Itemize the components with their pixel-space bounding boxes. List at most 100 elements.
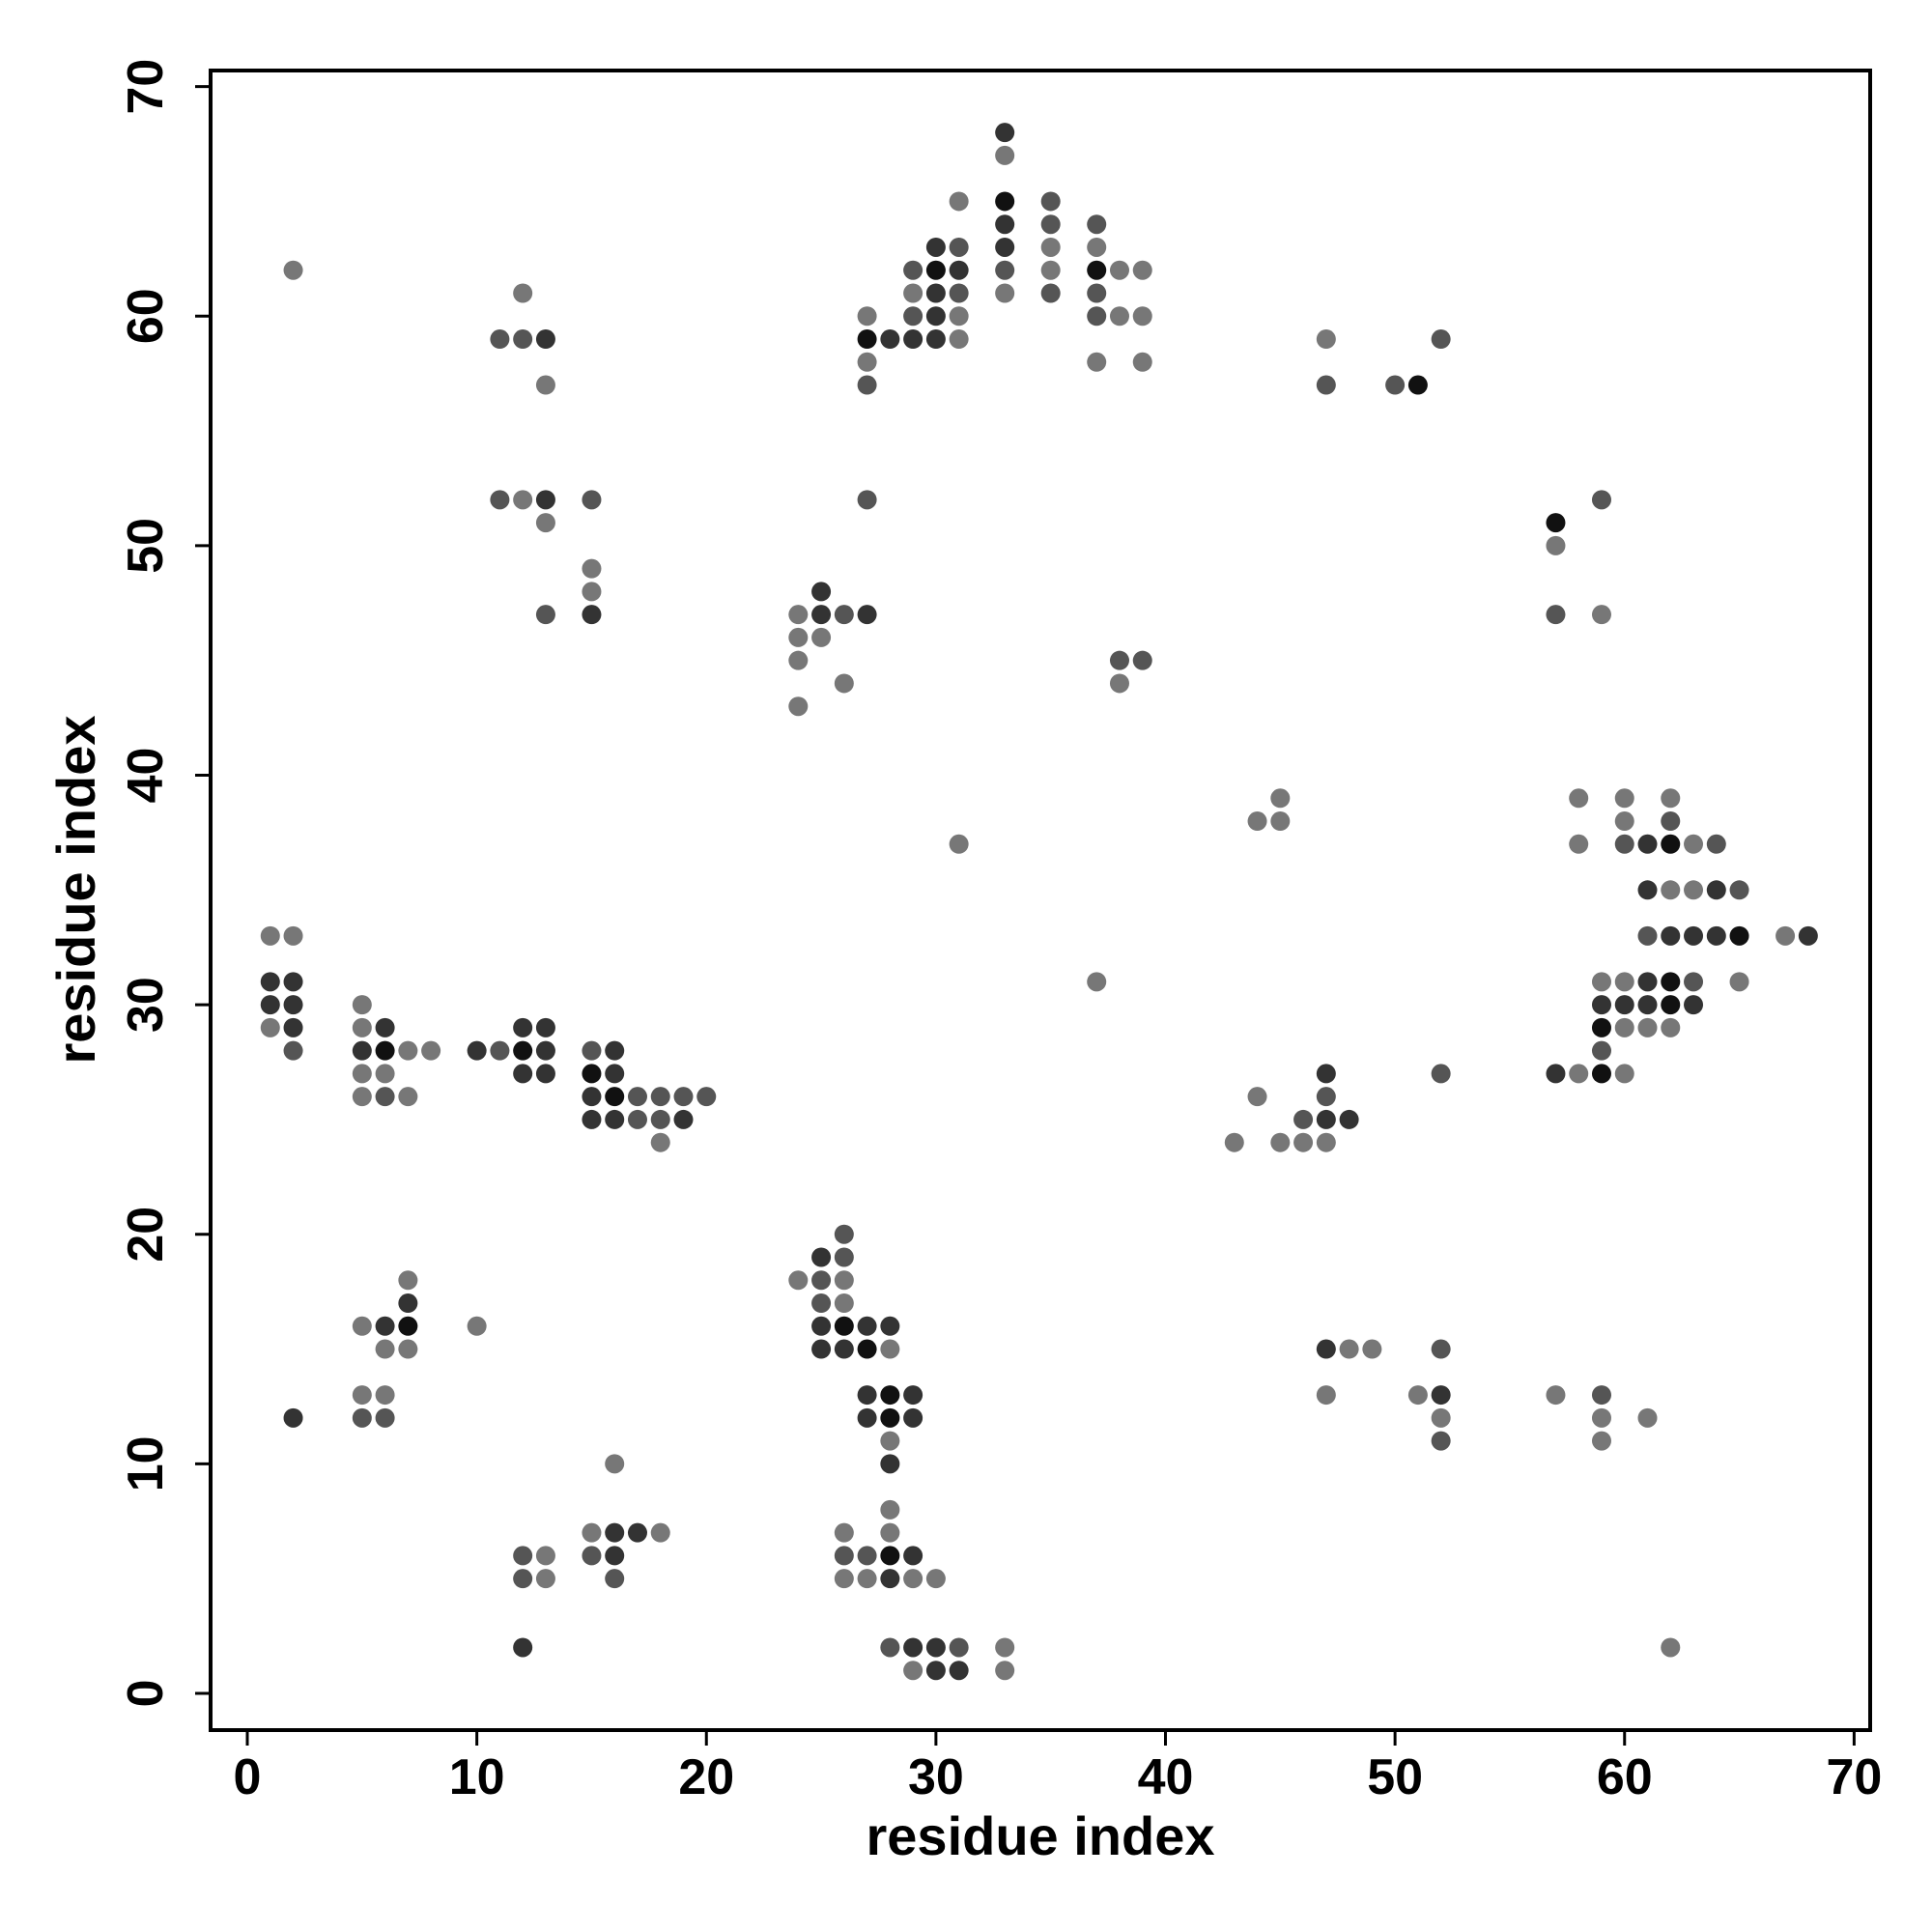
x-tick-label: 50 — [1367, 1749, 1423, 1805]
point — [513, 283, 533, 303]
point — [1132, 650, 1152, 670]
point — [1087, 972, 1107, 992]
point — [260, 925, 280, 946]
point — [582, 582, 602, 602]
point — [513, 1017, 533, 1037]
point — [903, 283, 923, 303]
point — [513, 329, 533, 350]
point — [903, 329, 923, 350]
point — [582, 1522, 602, 1543]
point — [283, 1017, 303, 1037]
point — [903, 1385, 923, 1406]
point — [1040, 260, 1061, 280]
point — [1316, 329, 1336, 350]
point — [857, 375, 877, 395]
point — [1109, 650, 1129, 670]
point — [903, 1569, 923, 1589]
point — [1591, 1431, 1611, 1451]
point — [880, 329, 900, 350]
point — [1316, 1064, 1336, 1084]
point — [1316, 375, 1336, 395]
point — [925, 283, 946, 303]
point — [949, 329, 969, 350]
point — [1362, 1339, 1382, 1359]
point — [949, 834, 969, 854]
point — [582, 605, 602, 625]
point — [1614, 1064, 1634, 1084]
point — [398, 1087, 418, 1107]
point — [467, 1316, 487, 1336]
point — [627, 1109, 647, 1129]
point — [1040, 237, 1061, 257]
point — [1591, 1040, 1611, 1061]
point — [1798, 925, 1818, 946]
point — [1040, 214, 1061, 235]
point — [857, 329, 877, 350]
point — [1591, 605, 1611, 625]
point — [1385, 375, 1406, 395]
point — [1661, 1017, 1681, 1037]
point — [1591, 1017, 1611, 1037]
point — [1132, 306, 1152, 327]
x-tick-label: 20 — [678, 1749, 734, 1805]
point — [535, 329, 555, 350]
point — [1546, 535, 1566, 555]
point — [1087, 260, 1107, 280]
point — [949, 283, 969, 303]
y-tick-label: 70 — [118, 59, 174, 115]
point — [582, 1064, 602, 1084]
point — [1637, 834, 1658, 854]
point — [880, 1316, 900, 1336]
point — [811, 1339, 832, 1359]
point — [490, 1040, 510, 1061]
y-tick-label: 30 — [118, 977, 174, 1033]
point — [605, 1040, 625, 1061]
point — [283, 1040, 303, 1061]
point — [949, 1661, 969, 1681]
point — [1339, 1339, 1359, 1359]
point — [995, 191, 1015, 212]
point — [1614, 995, 1634, 1015]
point — [1591, 1407, 1611, 1428]
point — [949, 1637, 969, 1658]
point — [1316, 1132, 1336, 1152]
point — [535, 1569, 555, 1589]
point — [811, 1316, 832, 1336]
point — [1637, 925, 1658, 946]
point — [857, 1569, 877, 1589]
point — [1293, 1132, 1314, 1152]
point — [352, 1017, 372, 1037]
point — [490, 490, 510, 510]
point — [513, 1064, 533, 1084]
point — [880, 1431, 900, 1451]
point — [880, 1385, 900, 1406]
point — [788, 605, 809, 625]
point — [1270, 811, 1291, 832]
point — [582, 1546, 602, 1566]
point — [1729, 925, 1749, 946]
point — [880, 1569, 900, 1589]
point — [1591, 995, 1611, 1015]
point — [1591, 1064, 1611, 1084]
point — [1316, 1087, 1336, 1107]
point — [949, 260, 969, 280]
point — [925, 260, 946, 280]
y-tick-label: 0 — [118, 1680, 174, 1708]
point — [375, 1064, 395, 1084]
point — [949, 191, 969, 212]
point — [811, 582, 832, 602]
point — [880, 1546, 900, 1566]
point — [1087, 283, 1107, 303]
point — [375, 1385, 395, 1406]
point — [857, 1316, 877, 1336]
x-tick-label: 40 — [1138, 1749, 1194, 1805]
point — [513, 1040, 533, 1061]
point — [513, 490, 533, 510]
point — [1591, 972, 1611, 992]
point — [834, 1316, 854, 1336]
point — [925, 1569, 946, 1589]
point — [1614, 972, 1634, 992]
point — [605, 1064, 625, 1084]
point — [995, 123, 1015, 143]
